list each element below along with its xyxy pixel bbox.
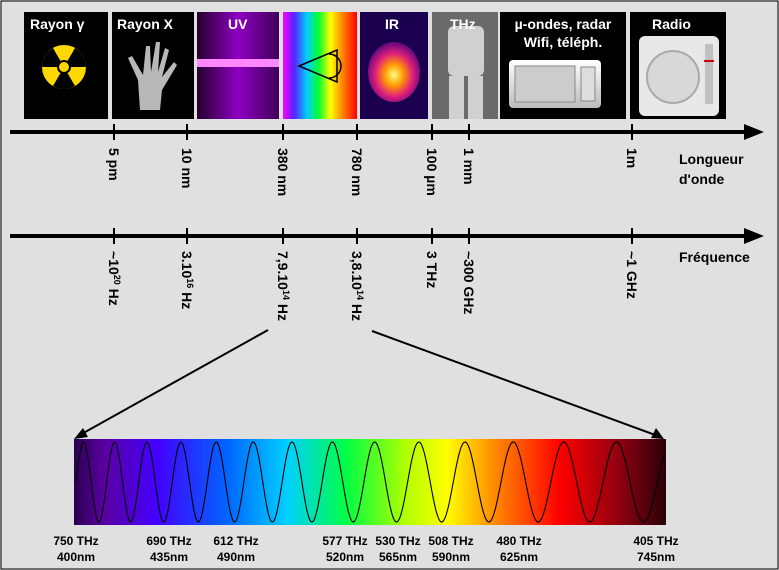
visible-spectrum: 750 THz 400nm 690 THz 435nm 612 THz 490nm 577 … <box>53 439 679 564</box>
visible-frequency-label: 612 THz <box>213 534 258 548</box>
wavelength-axis-arrowhead <box>744 124 764 140</box>
band-label-micro-line2: Wifi, téléph. <box>524 34 602 50</box>
band-thz: THz <box>432 12 498 119</box>
visible-wavelength-label: 745nm <box>637 550 675 564</box>
radio-icon <box>639 36 719 116</box>
frequency-tick-label: 3,8.1014 Hz <box>349 251 365 321</box>
visible-frequency-label: 405 THz <box>633 534 678 548</box>
visible-frequency-label: 577 THz <box>322 534 367 548</box>
wavelength-tick-label: 780 nm <box>349 148 365 196</box>
visible-frequency-label: 690 THz <box>146 534 191 548</box>
band-label-micro-line1: µ-ondes, radar <box>515 16 612 32</box>
frequency-tick-label: 7,9.1014 Hz <box>275 251 291 321</box>
band-label-ir: IR <box>385 16 399 32</box>
wavelength-tick-label: 10 nm <box>179 148 195 188</box>
visible-wavelength-label: 435nm <box>150 550 188 564</box>
frequency-axis: ~1020 Hz 3.1016 Hz 7,9.1014 Hz 3,8.1014 Hz 3… <box>10 228 764 321</box>
radiation-symbol-icon <box>42 45 86 89</box>
band-label-radio: Radio <box>652 16 691 32</box>
frequency-tick-label: ~300 GHz <box>461 251 477 314</box>
visible-wavelength-label: 590nm <box>432 550 470 564</box>
band-micro: µ-ondes, radar Wifi, téléph. <box>500 12 626 119</box>
wavelength-tick-label: 1m <box>624 148 640 168</box>
band-visible <box>283 12 357 119</box>
visible-frequency-label: 530 THz <box>375 534 420 548</box>
band-label-thz: THz <box>450 16 476 32</box>
visible-wavelength-label: 490nm <box>217 550 255 564</box>
visible-frequency-label: 508 THz <box>428 534 473 548</box>
thermal-dog-icon <box>368 42 420 102</box>
frequency-tick-label: ~1 GHz <box>624 251 640 299</box>
frequency-axis-title: Fréquence <box>679 249 750 265</box>
band-xray: Rayon X <box>112 12 194 119</box>
frequency-tick-label: 3 THz <box>424 251 440 288</box>
wavelength-axis-title-line1: Longueur <box>679 151 744 167</box>
band-radio: Radio <box>630 12 726 119</box>
wavelength-tick-label: 380 nm <box>275 148 291 196</box>
band-ir: IR <box>360 12 428 119</box>
zoom-arrows <box>74 329 664 439</box>
visible-frequency-label: 480 THz <box>496 534 541 548</box>
band-gamma: Rayon γ <box>24 12 108 119</box>
visible-wavelength-label: 520nm <box>326 550 364 564</box>
frequency-tick-label: ~1020 Hz <box>106 251 122 306</box>
wave-curve <box>75 441 665 523</box>
visible-wavelength-label: 400nm <box>57 550 95 564</box>
frequency-tick-label: 3.1016 Hz <box>179 251 195 309</box>
visible-wavelength-label: 625nm <box>500 550 538 564</box>
wavelength-tick-label: 5 pm <box>106 148 122 181</box>
frequency-axis-arrowhead <box>744 228 764 244</box>
body-scan-icon <box>448 26 484 119</box>
eye-icon <box>297 48 342 84</box>
band-uv: UV <box>197 12 279 119</box>
uv-lamp-line <box>197 59 279 67</box>
band-label-uv: UV <box>228 16 248 32</box>
xray-hand-icon <box>128 42 177 110</box>
wavelength-axis-title-line2: d'onde <box>679 171 725 187</box>
wavelength-tick-label: 100 µm <box>424 148 440 196</box>
visible-wavelength-label: 565nm <box>379 550 417 564</box>
wavelength-axis: 5 pm 10 nm 380 nm 780 nm 100 µm 1 mm 1m Longue… <box>10 124 764 196</box>
band-label-gamma: Rayon γ <box>30 16 85 32</box>
wavelength-tick-label: 1 mm <box>461 148 477 185</box>
band-label-xray: Rayon X <box>117 16 174 32</box>
visible-frequency-label: 750 THz <box>53 534 98 548</box>
microwave-oven-icon <box>509 60 601 108</box>
